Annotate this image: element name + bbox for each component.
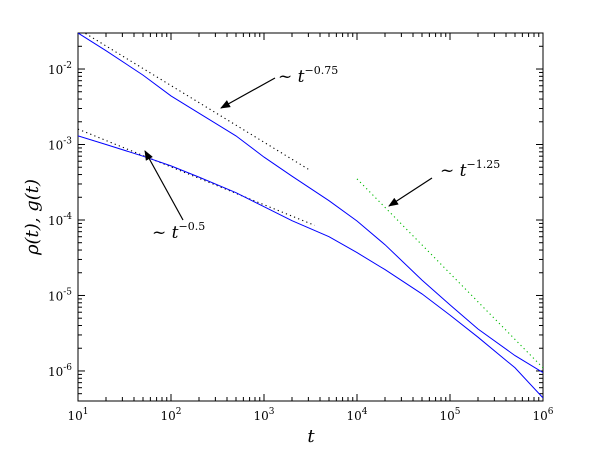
plot-area <box>77 32 544 402</box>
y-tick-label: 10-2 <box>48 61 72 77</box>
x-tick-label: 103 <box>253 407 274 423</box>
y-tick-label: 10-5 <box>48 287 72 303</box>
x-tick-label: 104 <box>346 407 367 423</box>
annotation-label-2: ~ t−0.5 <box>152 220 205 243</box>
x-axis-label: t <box>307 426 315 447</box>
x-tick-label: 105 <box>439 407 460 423</box>
y-tick-label: 10-3 <box>48 137 72 153</box>
x-tick-label: 106 <box>532 407 553 423</box>
y-tick-label: 10-6 <box>48 363 72 379</box>
guide-line-3 <box>356 178 543 369</box>
y-axis-label: ρ(t), g(t) <box>22 179 43 256</box>
series-layer <box>78 33 543 399</box>
ticks-layer: 101 102 103 104 105 106 10-6 10-5 10-4 10-3 10-2 <box>48 32 554 423</box>
x-tick-label: 101 <box>67 407 88 423</box>
guide-line-2 <box>78 128 315 226</box>
annotation-label-1: ~ t−0.75 <box>278 64 338 87</box>
annotation-arrow-1 <box>220 77 276 109</box>
annotation-layer: ~ t−0.75 ~ t−0.5 ~ t−1.25 <box>144 64 500 243</box>
annotation-arrow-2 <box>144 150 184 221</box>
y-tick-label: 10-4 <box>48 212 72 228</box>
series-line-2 <box>78 135 543 399</box>
x-tick-label: 102 <box>160 407 181 423</box>
guide-line-1 <box>83 33 309 170</box>
annotation-label-3: ~ t−1.25 <box>440 158 500 181</box>
annotation-arrow-3 <box>388 177 433 207</box>
series-line-1 <box>78 33 543 374</box>
